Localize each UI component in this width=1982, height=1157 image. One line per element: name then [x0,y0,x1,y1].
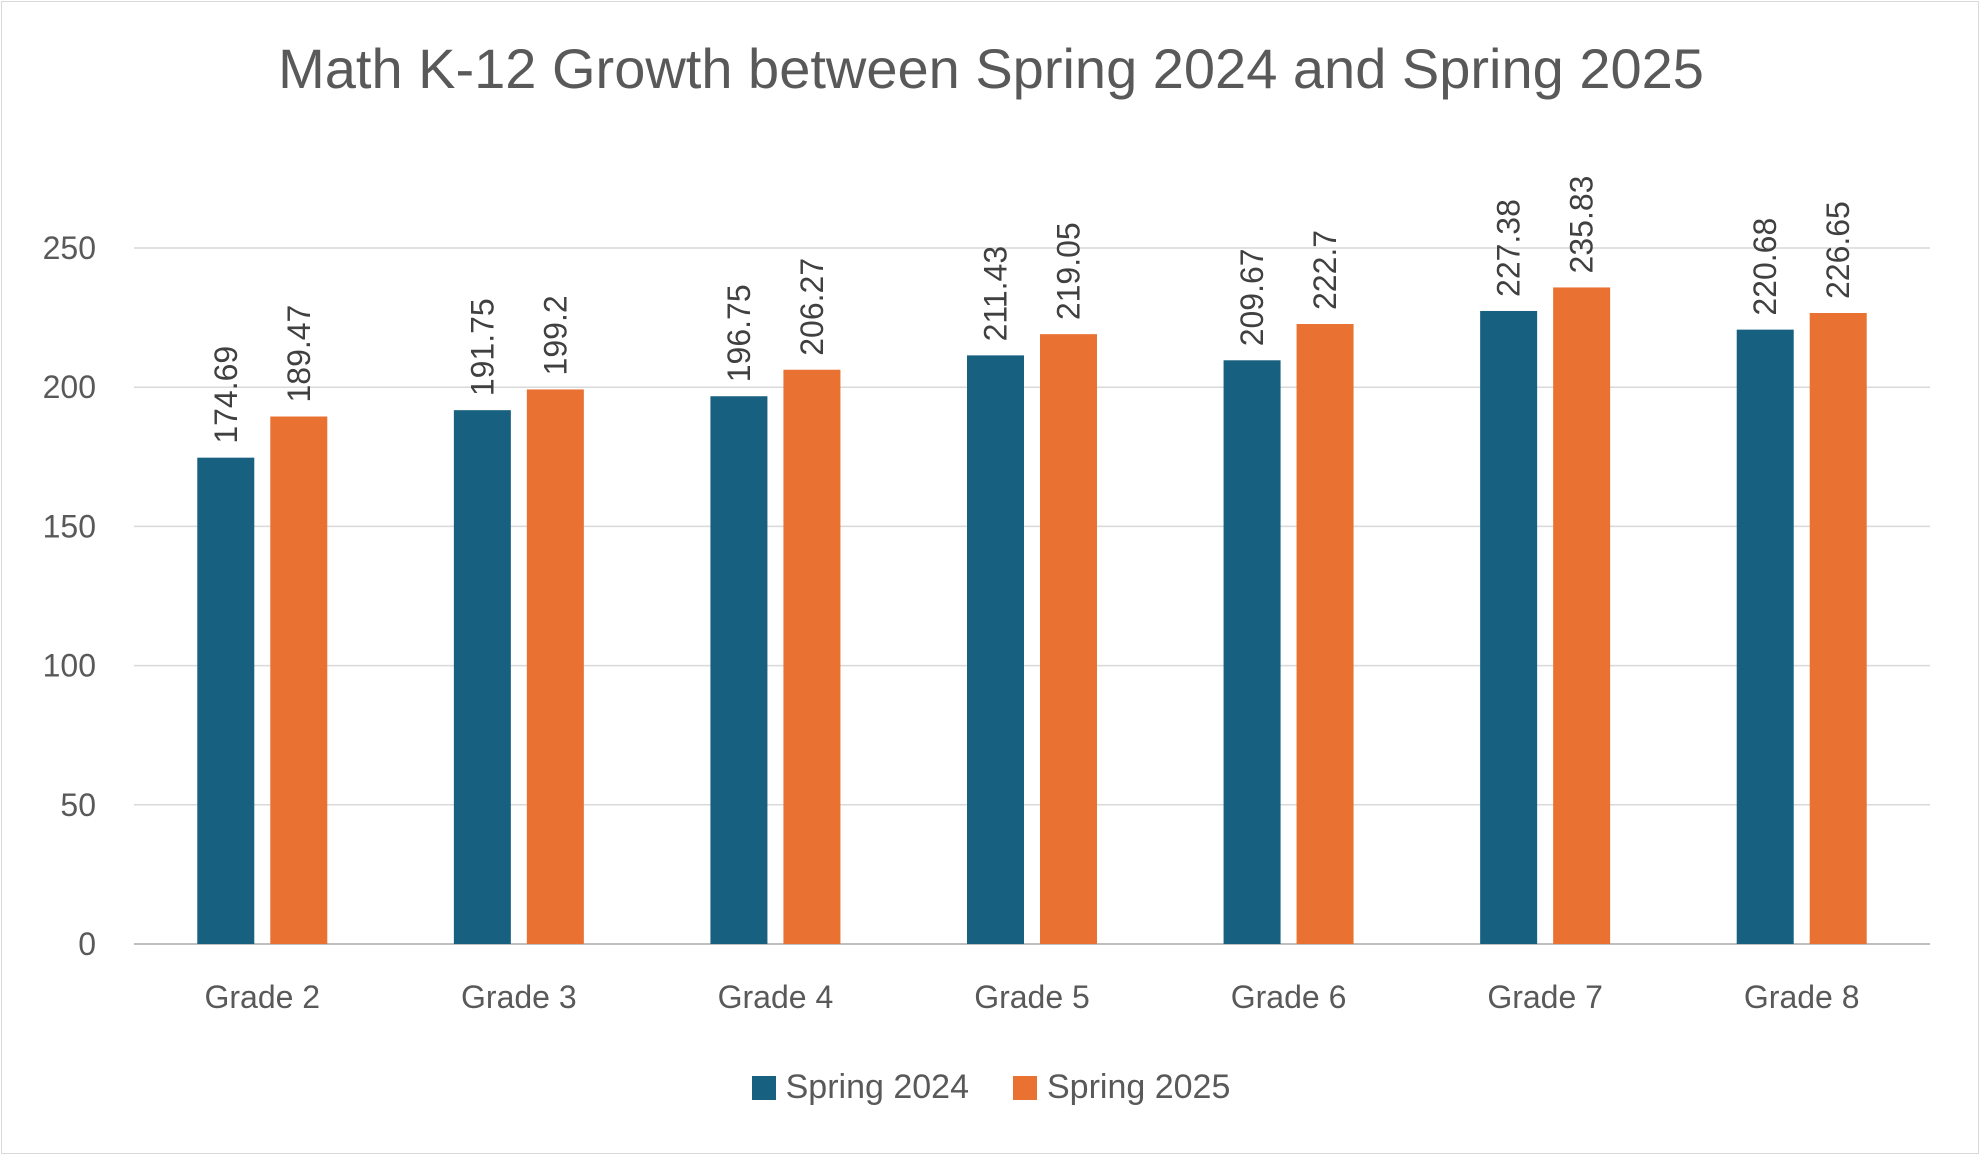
x-tick-label: Grade 2 [204,979,320,1015]
y-tick-label: 0 [78,926,96,962]
bar-spring-2025-grade-5 [1040,334,1097,944]
bar-spring-2024-grade-5 [967,355,1024,944]
chart-title: Math K-12 Growth between Spring 2024 and… [278,37,1704,100]
bar-spring-2024-grade-8 [1736,329,1794,944]
data-label: 227.38 [1491,199,1527,297]
data-label: 174.69 [208,346,244,444]
x-tick-label: Grade 6 [1231,979,1347,1015]
legend-label-spring-2025: Spring 2025 [1047,1068,1231,1106]
x-tick-label: Grade 4 [718,979,834,1015]
bar-spring-2025-grade-4 [783,369,841,944]
legend-swatch-spring-2025 [1013,1075,1037,1100]
data-label: 191.75 [464,298,500,396]
bar-spring-2024-grade-6 [1223,360,1281,945]
y-tick-label: 150 [43,508,96,544]
bar-spring-2025-grade-8 [1809,313,1867,944]
data-label: 196.75 [721,284,757,382]
data-label: 199.2 [537,295,573,375]
data-label: 235.83 [1564,176,1600,274]
y-tick-label: 200 [43,369,96,405]
x-tick-label: Grade 5 [974,979,1090,1015]
y-tick-label: 100 [43,648,96,684]
data-label: 226.65 [1820,201,1856,299]
data-label: 219.05 [1051,222,1087,320]
bar-spring-2024-grade-4 [710,396,768,944]
legend-label-spring-2024: Spring 2024 [785,1068,969,1106]
data-label: 220.68 [1747,218,1783,316]
y-tick-label: 50 [60,787,96,823]
x-tick-label: Grade 7 [1487,979,1603,1015]
bar-spring-2024-grade-2 [197,457,255,944]
legend-swatch-spring-2024 [751,1075,776,1100]
bar-spring-2025-grade-6 [1296,324,1354,945]
legend: Spring 2024 Spring 2025 [0,1068,1982,1107]
data-label: 189.47 [281,305,317,403]
bar-spring-2025-grade-7 [1553,287,1611,944]
bar-spring-2025-grade-3 [526,389,584,944]
y-tick-label: 250 [43,230,96,266]
legend-item-spring-2024: Spring 2024 [751,1068,969,1107]
x-tick-label: Grade 8 [1744,979,1860,1015]
data-label: 222.7 [1307,230,1343,310]
x-tick-label: Grade 3 [461,979,577,1015]
bar-spring-2024-grade-7 [1480,310,1538,944]
bar-spring-2024-grade-3 [453,410,511,945]
data-label: 206.27 [794,258,830,356]
bar-spring-2025-grade-2 [270,416,328,945]
data-label: 209.67 [1234,248,1270,346]
data-label: 211.43 [978,246,1014,342]
legend-item-spring-2025: Spring 2025 [1013,1068,1230,1107]
